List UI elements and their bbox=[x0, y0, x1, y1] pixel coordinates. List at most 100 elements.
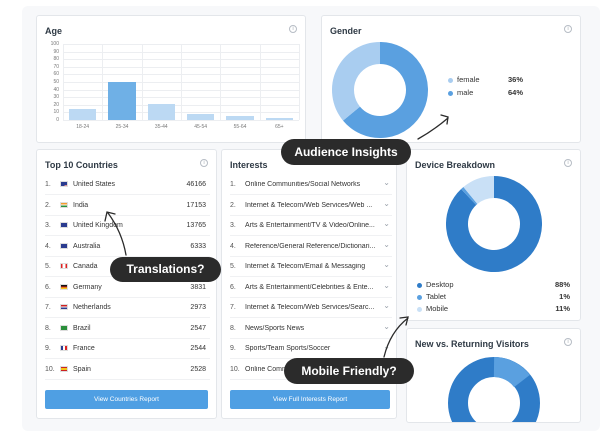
age-y-tick-label: 20 bbox=[53, 101, 59, 108]
country-row[interactable]: 6. Germany 3831 bbox=[45, 278, 210, 298]
age-vertical-gridline bbox=[220, 44, 222, 120]
view-countries-report-button[interactable]: View Countries Report bbox=[45, 390, 208, 409]
chevron-down-icon[interactable]: ⌄ bbox=[383, 260, 390, 269]
country-row[interactable]: 4. Australia 6333 bbox=[45, 237, 210, 257]
interest-row[interactable]: 8. News/Sports News ⌄ bbox=[230, 319, 392, 339]
age-vertical-gridline bbox=[259, 44, 261, 120]
interest-label: Online Communities/Social Networks bbox=[245, 181, 361, 188]
chevron-down-icon[interactable]: ⌄ bbox=[383, 219, 390, 228]
interest-row[interactable]: 1. Online Communities/Social Networks ⌄ bbox=[230, 175, 392, 195]
returning-title: New vs. Returning Visitors bbox=[415, 339, 529, 349]
device-legend-item: Tablet bbox=[417, 292, 446, 301]
interest-row[interactable]: 6. Arts & Entertainment/Celebrities & Ent… bbox=[230, 278, 392, 298]
device-breakdown-card: Device Breakdown i Desktop 88% Tablet 1% Mob… bbox=[406, 149, 581, 321]
interest-row[interactable]: 4. Reference/General Reference/Dictionari… bbox=[230, 237, 392, 257]
age-bar[interactable] bbox=[186, 113, 215, 120]
interest-rank: 10. bbox=[230, 365, 240, 373]
interest-label: Reference/General Reference/Dictionari..… bbox=[245, 242, 376, 250]
country-rank: 6. bbox=[45, 283, 51, 291]
country-row[interactable]: 1. United States 46166 bbox=[45, 175, 210, 195]
interest-row[interactable]: 5. Internet & Telecom/Email & Messaging ⌄ bbox=[230, 257, 392, 277]
new-vs-returning-card: New vs. Returning Visitors i bbox=[406, 328, 581, 423]
top-countries-card: Top 10 Countries i 1. United States 46166 2… bbox=[36, 149, 217, 419]
gender-info-icon[interactable]: i bbox=[564, 25, 572, 33]
device-slice[interactable] bbox=[463, 176, 495, 205]
country-row[interactable]: 8. Brazil 2547 bbox=[45, 319, 210, 339]
country-visitors: 2973 bbox=[190, 304, 206, 311]
ca-flag-icon bbox=[60, 263, 68, 269]
age-bar[interactable] bbox=[108, 82, 136, 120]
device-legend-dot-icon bbox=[417, 282, 422, 288]
age-x-tick-label: 65+ bbox=[275, 124, 284, 130]
chevron-down-icon[interactable]: ⌄ bbox=[383, 301, 390, 310]
chevron-down-icon[interactable]: ⌄ bbox=[383, 321, 390, 331]
gender-slice[interactable] bbox=[332, 42, 381, 121]
interest-row[interactable]: 7. Internet & Telecom/Web Services/Searc.… bbox=[230, 298, 392, 318]
countries-title: Top 10 Countries bbox=[45, 160, 118, 170]
interest-rank: 7. bbox=[230, 304, 236, 311]
country-row[interactable]: 9. France 2544 bbox=[45, 339, 210, 359]
returning-info-icon[interactable]: i bbox=[564, 338, 572, 346]
age-vertical-gridline bbox=[299, 44, 300, 120]
country-row[interactable]: 7. Netherlands 2973 bbox=[45, 298, 210, 318]
interest-label: News/Sports News bbox=[245, 324, 305, 332]
country-name: Germany bbox=[73, 283, 102, 291]
age-vertical-gridline bbox=[181, 44, 182, 120]
interest-row[interactable]: 9. Sports/Team Sports/Soccer ⌄ bbox=[230, 339, 392, 359]
chevron-down-icon[interactable]: ⌄ bbox=[383, 178, 390, 187]
age-y-tick-label: 30 bbox=[53, 94, 59, 101]
age-bar[interactable] bbox=[147, 104, 176, 120]
gender-donut-chart bbox=[332, 42, 428, 138]
age-y-tick-label: 10 bbox=[53, 109, 59, 116]
returning-donut-chart bbox=[448, 357, 540, 422]
chevron-down-icon[interactable]: ⌄ bbox=[383, 239, 390, 249]
us-flag-icon bbox=[60, 181, 68, 187]
device-legend-dot-icon bbox=[417, 306, 422, 312]
interest-rank: 5. bbox=[230, 263, 236, 270]
country-name: France bbox=[73, 345, 95, 352]
age-vertical-gridline bbox=[141, 44, 143, 120]
device-info-icon[interactable]: i bbox=[564, 159, 572, 167]
view-interests-report-button[interactable]: View Full Interests Report bbox=[230, 390, 390, 409]
age-info-icon[interactable]: i bbox=[289, 25, 297, 33]
age-bar[interactable] bbox=[68, 108, 97, 120]
country-rank: 7. bbox=[45, 304, 51, 311]
countries-info-icon[interactable]: i bbox=[200, 159, 208, 167]
country-visitors: 46166 bbox=[186, 181, 206, 188]
interest-row[interactable]: 2. Internet & Telecom/Web Services/Web ..… bbox=[230, 196, 392, 216]
interest-rank: 8. bbox=[230, 324, 236, 332]
age-x-tick-label: 18-24 bbox=[76, 124, 90, 130]
country-visitors: 3831 bbox=[190, 283, 206, 291]
chevron-down-icon[interactable]: ⌄ bbox=[383, 198, 390, 208]
chevron-down-icon[interactable]: ⌄ bbox=[383, 280, 390, 290]
device-slice[interactable] bbox=[446, 176, 542, 272]
country-row[interactable]: 3. United Kingdom 13765 bbox=[45, 216, 210, 236]
age-gridline bbox=[63, 120, 299, 121]
au-flag-icon bbox=[60, 242, 68, 249]
age-title: Age bbox=[45, 26, 63, 36]
gender-legend-female-value: 36% bbox=[508, 75, 524, 84]
interest-label: Internet & Telecom/Web Services/Searc... bbox=[245, 304, 375, 311]
fr-flag-icon bbox=[60, 345, 68, 351]
age-y-tick-label: 80 bbox=[53, 56, 59, 63]
device-legend-dot-icon bbox=[417, 294, 422, 300]
gender-slice[interactable] bbox=[343, 42, 428, 138]
device-slice[interactable] bbox=[461, 187, 478, 206]
chevron-down-icon[interactable]: ⌄ bbox=[383, 342, 390, 351]
translations-callout: Translations? bbox=[110, 257, 221, 282]
age-bar[interactable] bbox=[265, 118, 294, 120]
age-y-tick-label: 90 bbox=[53, 48, 59, 55]
interest-label: Arts & Entertainment/Celebrities & Ente.… bbox=[245, 283, 374, 291]
br-flag-icon bbox=[60, 324, 68, 331]
age-bar[interactable] bbox=[226, 116, 254, 120]
country-row[interactable]: 2. India 17153 bbox=[45, 196, 210, 216]
country-visitors: 2544 bbox=[190, 345, 206, 352]
country-rank: 9. bbox=[45, 345, 51, 352]
age-y-tick-label: 60 bbox=[53, 71, 59, 78]
country-row[interactable]: 10. Spain 2528 bbox=[45, 360, 210, 380]
gender-legend-male-value: 64% bbox=[508, 88, 524, 97]
nl-flag-icon bbox=[60, 304, 68, 310]
mobile-friendly-callout: Mobile Friendly? bbox=[284, 358, 414, 384]
country-rank: 5. bbox=[45, 263, 51, 270]
interest-row[interactable]: 3. Arts & Entertainment/TV & Video/Online… bbox=[230, 216, 392, 236]
